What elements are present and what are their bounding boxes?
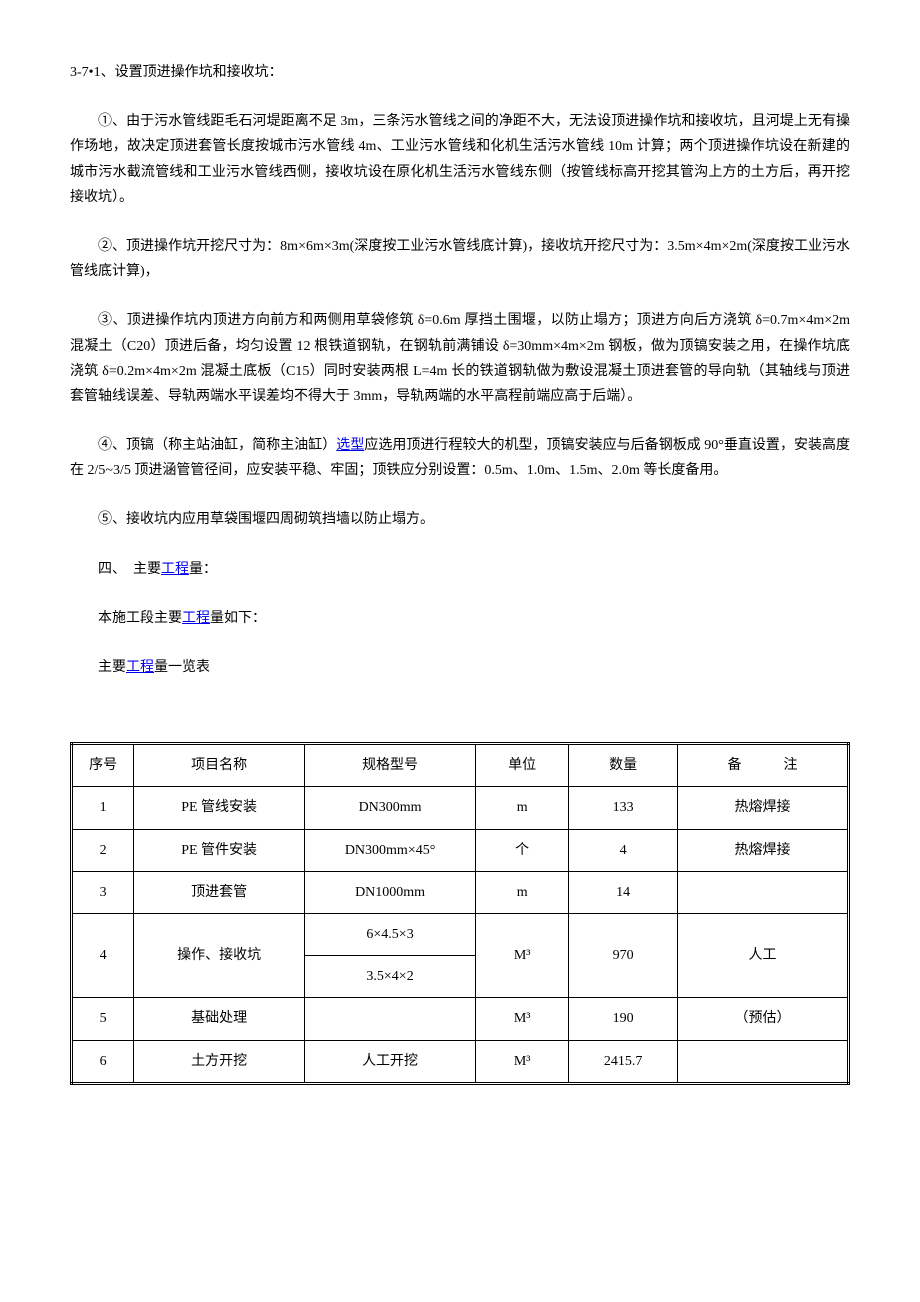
paragraph-8: 主要工程量一览表 [70, 655, 850, 680]
cell-spec: DN300mm [305, 787, 476, 829]
cell-unit: M³ [476, 998, 569, 1040]
p4-before: ④、顶镐（称主站油缸，简称主油缸） [98, 438, 336, 453]
cell-name: PE 管线安装 [134, 787, 305, 829]
cell-spec: 6×4.5×3 [305, 913, 476, 955]
cell-no: 6 [72, 1040, 134, 1083]
cell-qty: 190 [569, 998, 678, 1040]
cell-note: （预估） [678, 998, 849, 1040]
section-heading: 3-7•1、设置顶进操作坑和接收坑： [70, 60, 850, 85]
header-note: 备 注 [678, 744, 849, 787]
cell-qty: 133 [569, 787, 678, 829]
cell-spec: DN1000mm [305, 871, 476, 913]
cell-unit: M³ [476, 1040, 569, 1083]
cell-spec2: 3.5×4×2 [305, 956, 476, 998]
cell-qty: 2415.7 [569, 1040, 678, 1083]
cell-name: 基础处理 [134, 998, 305, 1040]
header-unit: 单位 [476, 744, 569, 787]
table-row: 1 PE 管线安装 DN300mm m 133 热熔焊接 [72, 787, 849, 829]
link-xuanxing[interactable]: 选型 [336, 438, 364, 453]
paragraph-4: ④、顶镐（称主站油缸，简称主油缸）选型应选用顶进行程较大的机型，顶镐安装应与后备… [70, 433, 850, 483]
cell-qty: 4 [569, 829, 678, 871]
quantity-table: 序号 项目名称 规格型号 单位 数量 备 注 1 PE 管线安装 DN300mm… [70, 742, 850, 1085]
p7-before: 本施工段主要 [98, 611, 182, 626]
table-row: 2 PE 管件安装 DN300mm×45° 个 4 热熔焊接 [72, 829, 849, 871]
cell-name: 顶进套管 [134, 871, 305, 913]
p7-after: 量如下： [210, 611, 266, 626]
link-gongcheng-1[interactable]: 工程 [161, 562, 189, 577]
paragraph-3: ③、顶进操作坑内顶进方向前方和两侧用草袋修筑 δ=0.6m 厚挡土围堰，以防止塌… [70, 308, 850, 409]
cell-note: 人工 [678, 913, 849, 997]
table-row: 6 土方开挖 人工开挖 M³ 2415.7 [72, 1040, 849, 1083]
header-name: 项目名称 [134, 744, 305, 787]
paragraph-2: ②、顶进操作坑开挖尺寸为：8m×6m×3m(深度按工业污水管线底计算)，接收坑开… [70, 234, 850, 284]
p8-after: 量一览表 [154, 660, 210, 675]
cell-no: 5 [72, 998, 134, 1040]
cell-name: 土方开挖 [134, 1040, 305, 1083]
p6-before: 四、 主要 [98, 562, 161, 577]
cell-name: 操作、接收坑 [134, 913, 305, 997]
p8-before: 主要 [98, 660, 126, 675]
cell-note [678, 871, 849, 913]
paragraph-5: ⑤、接收坑内应用草袋围堰四周砌筑挡墙以防止塌方。 [70, 507, 850, 532]
cell-qty: 14 [569, 871, 678, 913]
table-row: 4 操作、接收坑 6×4.5×3 M³ 970 人工 [72, 913, 849, 955]
paragraph-1: ①、由于污水管线距毛石河堤距离不足 3m，三条污水管线之间的净距不大，无法设顶进… [70, 109, 850, 210]
table-header-row: 序号 项目名称 规格型号 单位 数量 备 注 [72, 744, 849, 787]
cell-unit: m [476, 871, 569, 913]
table-row: 5 基础处理 M³ 190 （预估） [72, 998, 849, 1040]
cell-unit: M³ [476, 913, 569, 997]
cell-no: 4 [72, 913, 134, 997]
header-spec: 规格型号 [305, 744, 476, 787]
paragraph-7: 本施工段主要工程量如下： [70, 606, 850, 631]
paragraph-6: 四、 主要工程量： [70, 557, 850, 582]
p6-after: 量： [189, 562, 217, 577]
cell-note [678, 1040, 849, 1083]
cell-no: 3 [72, 871, 134, 913]
cell-unit: 个 [476, 829, 569, 871]
cell-unit: m [476, 787, 569, 829]
cell-name: PE 管件安装 [134, 829, 305, 871]
link-gongcheng-2[interactable]: 工程 [182, 611, 210, 626]
header-qty: 数量 [569, 744, 678, 787]
cell-spec: DN300mm×45° [305, 829, 476, 871]
cell-note: 热熔焊接 [678, 787, 849, 829]
cell-note: 热熔焊接 [678, 829, 849, 871]
cell-spec [305, 998, 476, 1040]
table-row: 3 顶进套管 DN1000mm m 14 [72, 871, 849, 913]
cell-qty: 970 [569, 913, 678, 997]
cell-no: 1 [72, 787, 134, 829]
cell-no: 2 [72, 829, 134, 871]
link-gongcheng-3[interactable]: 工程 [126, 660, 154, 675]
cell-spec: 人工开挖 [305, 1040, 476, 1083]
header-no: 序号 [72, 744, 134, 787]
